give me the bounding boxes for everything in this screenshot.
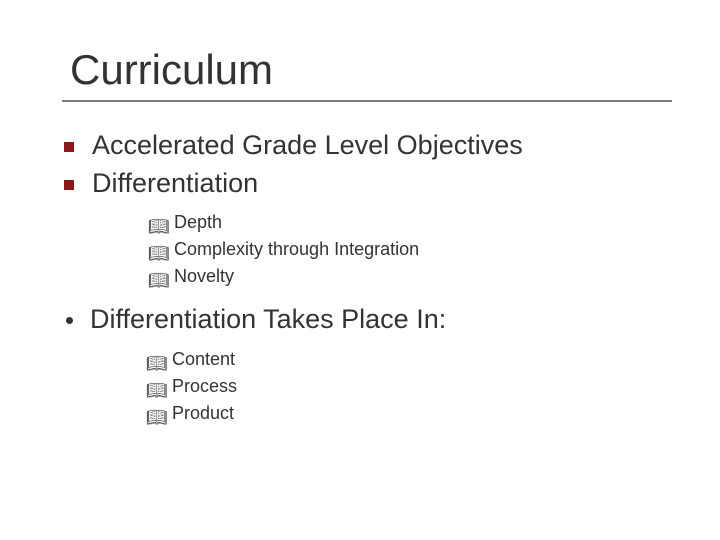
list-item: Differentiation Takes Place In: 📖︎ Conte… — [62, 302, 672, 427]
bullet-list: Accelerated Grade Level Objectives Diffe… — [62, 128, 672, 427]
sub-list-item-label: Content — [172, 349, 235, 369]
sub-list: 📖︎ Content 📖︎ Process 📖︎ Product — [148, 346, 672, 427]
sub-list-item: 📖︎ Product — [148, 400, 672, 427]
sub-list-item: 📖︎ Content — [148, 346, 672, 373]
sub-list-item: 📖︎ Process — [148, 373, 672, 400]
list-item-label: Accelerated Grade Level Objectives — [92, 130, 523, 160]
slide-title: Curriculum — [70, 46, 672, 94]
dot-bullet-icon — [66, 317, 73, 324]
list-item: Differentiation 📖︎ Depth 📖︎ Complexity t… — [62, 166, 672, 291]
square-bullet-icon — [64, 142, 74, 152]
list-item-label: Differentiation — [92, 168, 258, 198]
book-icon: 📖︎ — [146, 405, 168, 431]
sub-list-item: 📖︎ Complexity through Integration — [150, 236, 672, 263]
book-icon: 📖︎ — [148, 268, 170, 294]
list-item-label: Differentiation Takes Place In: — [90, 304, 446, 334]
sub-list-item: 📖︎ Depth — [150, 209, 672, 236]
sub-list: 📖︎ Depth 📖︎ Complexity through Integrati… — [150, 209, 672, 290]
list-item: Accelerated Grade Level Objectives — [62, 128, 672, 164]
sub-list-item-label: Novelty — [174, 266, 234, 286]
sub-list-item-label: Process — [172, 376, 237, 396]
title-underline — [62, 100, 672, 102]
sub-list-item-label: Depth — [174, 212, 222, 232]
slide: Curriculum Accelerated Grade Level Objec… — [0, 0, 720, 540]
sub-list-item: 📖︎ Novelty — [150, 263, 672, 290]
square-bullet-icon — [64, 180, 74, 190]
sub-list-item-label: Product — [172, 403, 234, 423]
sub-list-item-label: Complexity through Integration — [174, 239, 419, 259]
